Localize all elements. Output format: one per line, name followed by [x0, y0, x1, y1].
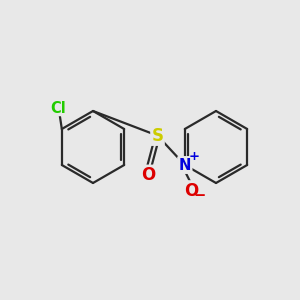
Text: S: S — [152, 127, 164, 145]
Text: Cl: Cl — [50, 100, 66, 116]
Text: N: N — [178, 158, 191, 172]
Text: O: O — [141, 166, 156, 184]
Text: −: − — [194, 188, 206, 203]
Text: +: + — [189, 149, 200, 163]
Text: O: O — [184, 182, 198, 200]
